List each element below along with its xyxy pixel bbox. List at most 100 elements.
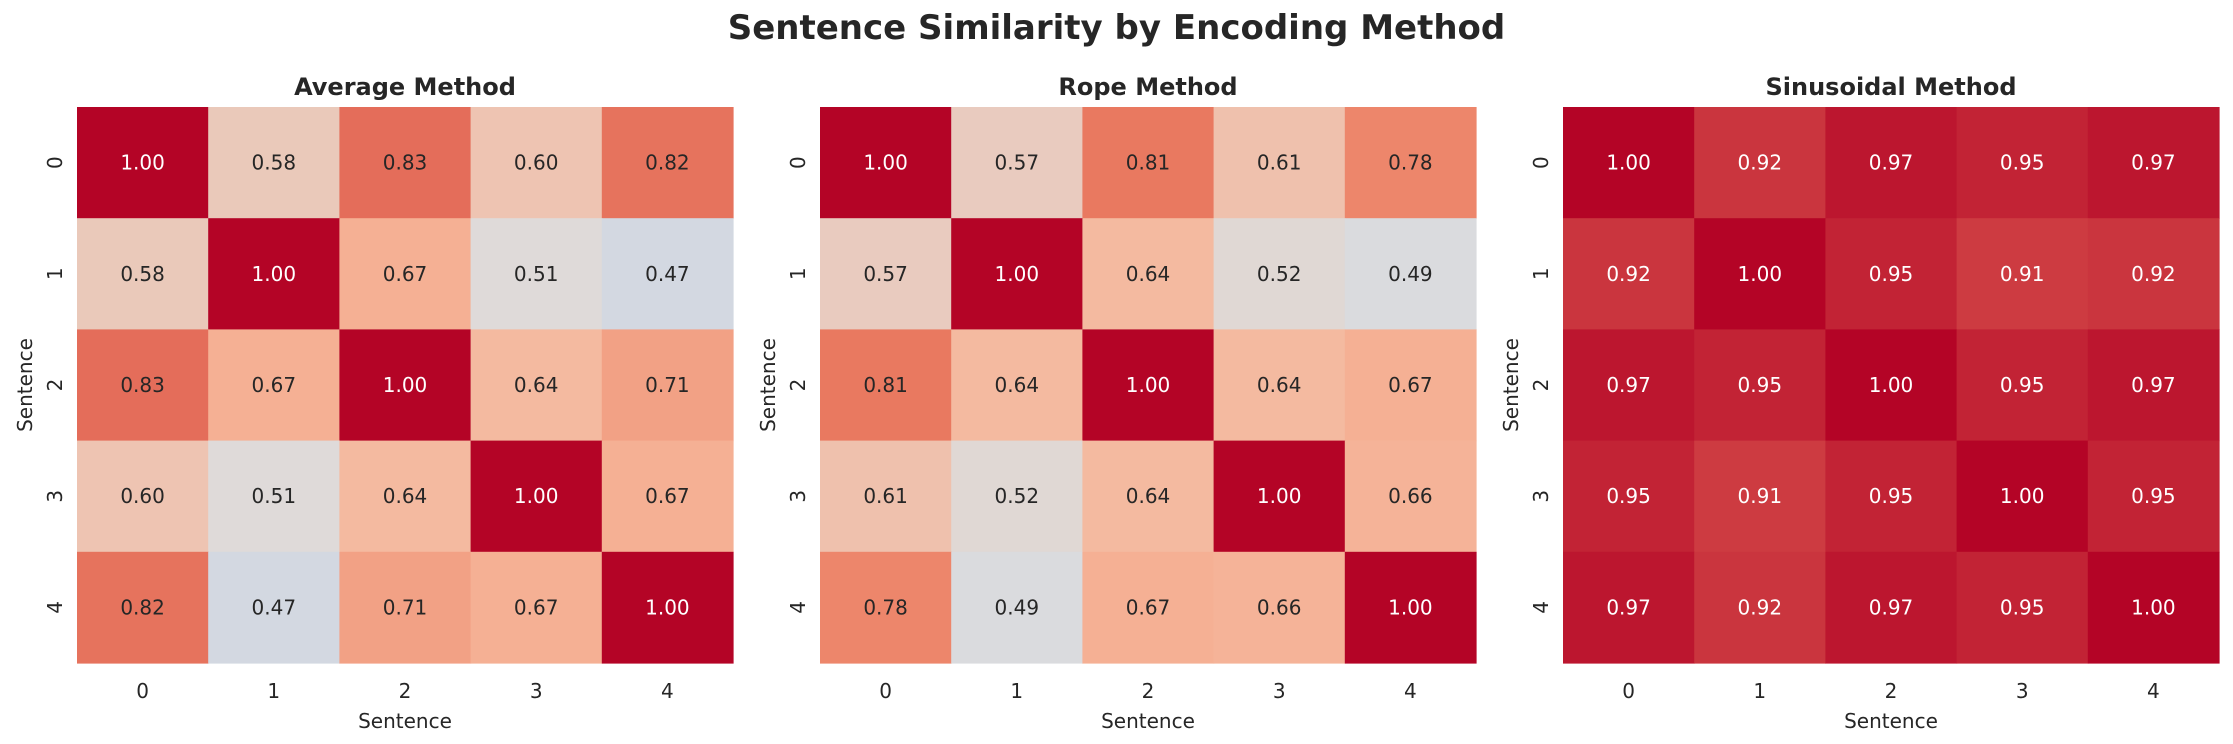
heatmap-cell-1-2-0 bbox=[820, 329, 952, 442]
heatmap-cell-1-3-2 bbox=[1082, 440, 1215, 553]
cell-value-label-0-4-1: 0.47 bbox=[252, 595, 297, 619]
cell-value-label-0-1-0: 0.58 bbox=[120, 262, 165, 286]
y-tick-label-0-4: 4 bbox=[43, 601, 67, 614]
cell-value-label-1-4-1: 0.49 bbox=[995, 595, 1040, 619]
heatmap-cell-2-2-3 bbox=[1956, 329, 2089, 442]
heatmap-cell-0-1-2 bbox=[339, 218, 472, 330]
y-axis-label-2: Sentence bbox=[1499, 338, 1523, 432]
cell-value-label-2-2-0: 0.97 bbox=[1606, 373, 1651, 397]
x-tick-label-2-0: 0 bbox=[1622, 679, 1635, 703]
cell-value-label-0-1-1: 1.00 bbox=[252, 262, 297, 286]
heatmap-cell-2-0-4 bbox=[2087, 107, 2220, 219]
cell-value-label-2-3-0: 0.95 bbox=[1606, 484, 1651, 508]
cell-value-label-0-3-0: 0.60 bbox=[120, 484, 165, 508]
cell-value-label-0-0-2: 0.83 bbox=[383, 151, 428, 175]
cell-value-label-1-4-2: 0.67 bbox=[1126, 595, 1171, 619]
heatmap-cell-2-0-0 bbox=[1563, 107, 1695, 219]
y-tick-label-1-1: 1 bbox=[786, 267, 810, 280]
cell-value-label-2-3-3: 1.00 bbox=[2000, 484, 2045, 508]
cell-value-label-0-2-1: 0.67 bbox=[252, 373, 297, 397]
x-tick-label-2-1: 1 bbox=[1753, 679, 1766, 703]
y-tick-label-2-0: 0 bbox=[1529, 156, 1553, 169]
cell-value-label-0-3-4: 0.67 bbox=[645, 484, 690, 508]
heatmap-cell-1-2-3 bbox=[1213, 329, 1346, 442]
y-tick-label-0-3: 3 bbox=[43, 490, 67, 503]
heatmap-cell-2-1-0 bbox=[1563, 218, 1695, 330]
cell-value-label-2-1-2: 0.95 bbox=[1869, 262, 1914, 286]
y-axis-label-1: Sentence bbox=[756, 338, 780, 432]
heatmap-cell-0-4-4 bbox=[601, 551, 734, 664]
cell-value-label-0-2-2: 1.00 bbox=[383, 373, 428, 397]
cell-value-label-2-0-1: 0.92 bbox=[1738, 151, 1783, 175]
figure-title: Sentence Similarity by Encoding Method bbox=[727, 8, 1506, 48]
heatmap-cell-1-3-4 bbox=[1344, 440, 1477, 553]
y-tick-label-2-1: 1 bbox=[1529, 267, 1553, 280]
cell-value-label-0-3-2: 0.64 bbox=[383, 484, 428, 508]
cell-value-label-2-1-3: 0.91 bbox=[2000, 262, 2045, 286]
heatmap-cell-2-1-3 bbox=[1956, 218, 2089, 330]
x-tick-label-1-0: 0 bbox=[879, 679, 892, 703]
heatmap-cell-2-4-2 bbox=[1825, 551, 1958, 664]
cell-value-label-1-0-2: 0.81 bbox=[1126, 151, 1171, 175]
heatmap-cell-2-1-1 bbox=[1694, 218, 1826, 330]
cell-value-label-2-1-1: 1.00 bbox=[1738, 262, 1783, 286]
y-tick-label-1-2: 2 bbox=[786, 379, 810, 392]
heatmap-cell-1-2-2 bbox=[1082, 329, 1215, 442]
x-tick-label-0-3: 3 bbox=[530, 679, 543, 703]
heatmap-cell-1-2-1 bbox=[951, 329, 1083, 442]
cell-value-label-0-2-0: 0.83 bbox=[120, 373, 165, 397]
cell-value-label-2-3-4: 0.95 bbox=[2131, 484, 2176, 508]
y-tick-label-1-0: 0 bbox=[786, 156, 810, 169]
cell-value-label-1-1-4: 0.49 bbox=[1388, 262, 1433, 286]
heatmap-cell-1-1-1 bbox=[951, 218, 1083, 330]
heatmap-cell-0-3-0 bbox=[77, 440, 209, 553]
heatmap-cell-1-0-0 bbox=[820, 107, 952, 219]
heatmap-cell-0-0-0 bbox=[77, 107, 209, 219]
x-tick-label-2-2: 2 bbox=[1885, 679, 1898, 703]
heatmap-cell-0-2-2 bbox=[339, 329, 472, 442]
cell-value-label-2-0-4: 0.97 bbox=[2131, 151, 2176, 175]
heatmap-cell-0-0-4 bbox=[601, 107, 734, 219]
heatmap-cell-1-0-1 bbox=[951, 107, 1083, 219]
heatmap-cell-1-2-4 bbox=[1344, 329, 1477, 442]
heatmap-cell-0-1-3 bbox=[470, 218, 603, 330]
cell-value-label-1-3-1: 0.52 bbox=[995, 484, 1040, 508]
cell-value-label-1-2-0: 0.81 bbox=[863, 373, 908, 397]
cell-value-label-0-4-2: 0.71 bbox=[383, 595, 428, 619]
heatmap-cell-2-2-0 bbox=[1563, 329, 1695, 442]
y-tick-label-1-4: 4 bbox=[786, 601, 810, 614]
cell-value-label-1-3-4: 0.66 bbox=[1388, 484, 1433, 508]
cell-value-label-0-0-1: 0.58 bbox=[252, 151, 297, 175]
heatmap-cell-0-3-4 bbox=[601, 440, 734, 553]
x-tick-label-0-2: 2 bbox=[399, 679, 412, 703]
heatmap-cell-0-4-2 bbox=[339, 551, 472, 664]
cell-value-label-1-4-4: 1.00 bbox=[1388, 595, 1433, 619]
cell-value-label-2-4-0: 0.97 bbox=[1606, 595, 1651, 619]
panel-title-1: Rope Method bbox=[1058, 73, 1237, 101]
y-axis-label-0: Sentence bbox=[13, 338, 37, 432]
cell-value-label-1-0-4: 0.78 bbox=[1388, 151, 1433, 175]
heatmap-cell-1-1-0 bbox=[820, 218, 952, 330]
panel-title-0: Average Method bbox=[294, 73, 516, 101]
cell-value-label-1-0-3: 0.61 bbox=[1257, 151, 1302, 175]
heatmap-cell-1-1-3 bbox=[1213, 218, 1346, 330]
heatmap-cell-0-1-0 bbox=[77, 218, 209, 330]
cell-value-label-2-0-2: 0.97 bbox=[1869, 151, 1914, 175]
cell-value-label-2-4-4: 1.00 bbox=[2131, 595, 2176, 619]
heatmap-cell-1-1-2 bbox=[1082, 218, 1215, 330]
cell-value-label-0-0-4: 0.82 bbox=[645, 151, 690, 175]
heatmap-cell-2-0-1 bbox=[1694, 107, 1826, 219]
heatmap-cell-2-2-4 bbox=[2087, 329, 2220, 442]
cell-value-label-1-2-1: 0.64 bbox=[995, 373, 1040, 397]
heatmap-cell-0-4-1 bbox=[208, 551, 340, 664]
heatmap-cell-2-3-0 bbox=[1563, 440, 1695, 553]
heatmap-cell-1-4-0 bbox=[820, 551, 952, 664]
cell-value-label-0-1-3: 0.51 bbox=[514, 262, 559, 286]
cell-value-label-1-0-1: 0.57 bbox=[995, 151, 1040, 175]
cell-value-label-0-0-3: 0.60 bbox=[514, 151, 559, 175]
heatmap-cell-0-4-3 bbox=[470, 551, 603, 664]
cell-value-label-1-4-0: 0.78 bbox=[863, 595, 908, 619]
heatmap-cell-0-3-3 bbox=[470, 440, 603, 553]
cell-value-label-2-2-2: 1.00 bbox=[1869, 373, 1914, 397]
